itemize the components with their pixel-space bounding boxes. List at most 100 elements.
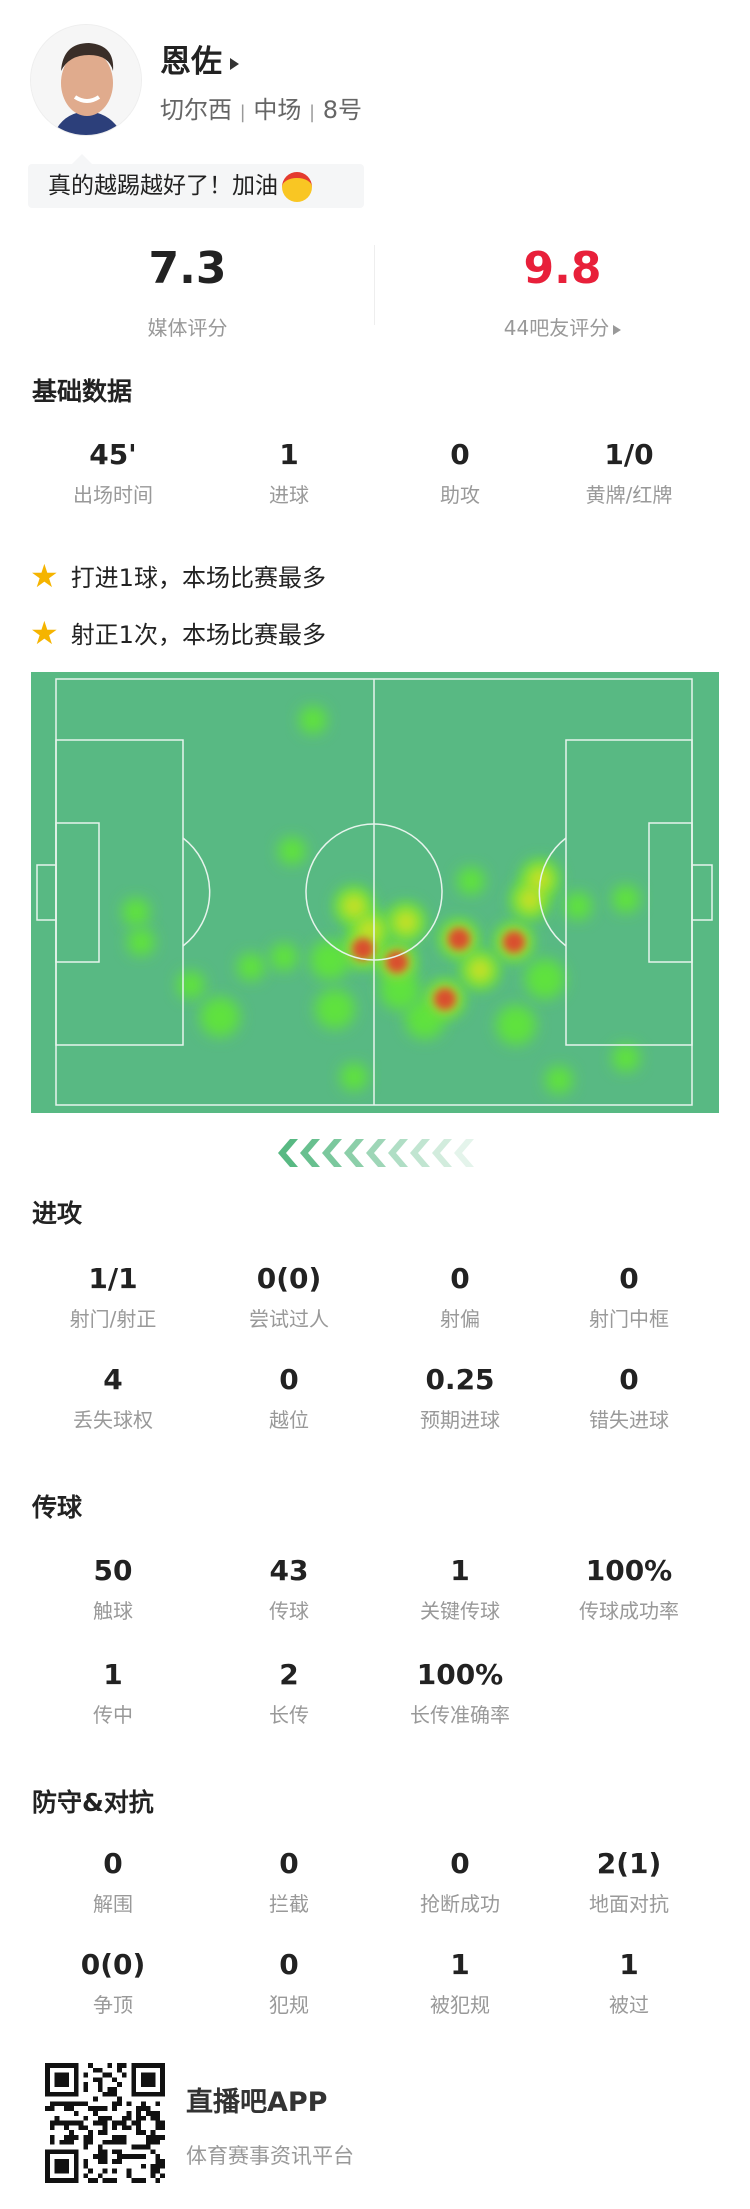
- player-name-link[interactable]: 恩佐: [160, 36, 239, 81]
- stat-label: 助攻: [440, 483, 480, 507]
- heatmap: [36, 678, 713, 1106]
- stat-value: 4: [103, 1363, 123, 1396]
- stat-label: 地面对抗: [589, 1892, 669, 1916]
- stat-item: 43 传球: [199, 1555, 379, 1624]
- heat-spot: [278, 837, 306, 865]
- stat-label: 传球: [269, 1599, 309, 1623]
- chevron-left-icon: [322, 1139, 342, 1167]
- stat-value: 0: [103, 1847, 123, 1880]
- star-icon: ★: [30, 556, 59, 595]
- chevron-left-icon: [300, 1139, 320, 1167]
- divider: [374, 245, 375, 325]
- heat-spot: [357, 917, 383, 943]
- heat-spot: [270, 943, 298, 971]
- stat-label: 被犯规: [430, 1993, 490, 2017]
- stat-label: 关键传球: [420, 1599, 500, 1623]
- stat-label: 争顶: [93, 1993, 133, 2017]
- stat-label: 尝试过人: [249, 1307, 329, 1331]
- heat-spot: [299, 706, 327, 734]
- stat-value: 1: [450, 1948, 470, 1981]
- stat-value: 0.25: [425, 1363, 495, 1396]
- player-photo: [31, 25, 141, 135]
- fan-rating-label: 44吧友评分: [503, 316, 610, 340]
- heat-spot: [517, 887, 543, 913]
- stat-label: 射偏: [440, 1307, 480, 1331]
- chevron-left-icon: [344, 1139, 364, 1167]
- stat-label: 进球: [269, 483, 309, 507]
- star-icon: ★: [30, 613, 59, 652]
- stat-value: 0(0): [256, 1262, 322, 1295]
- stat-item: 0 拦截: [199, 1848, 379, 1917]
- media-rating-label: 媒体评分: [147, 316, 228, 340]
- stat-value: 2(1): [596, 1847, 662, 1880]
- stat-value: 100%: [416, 1658, 504, 1691]
- stat-item: 0(0) 尝试过人: [199, 1263, 379, 1332]
- media-rating-value: 7.3: [148, 243, 227, 294]
- heat-spot: [457, 867, 485, 895]
- stat-item: 0 解围: [23, 1848, 203, 1917]
- fan-rating[interactable]: 9.8 44吧友评分: [375, 244, 750, 341]
- section-title-passing: 传球: [32, 1493, 83, 1522]
- heat-spot: [434, 988, 456, 1010]
- caret-right-icon: [613, 324, 622, 335]
- player-avatar[interactable]: [30, 24, 142, 136]
- chevron-left-icon: [410, 1139, 430, 1167]
- stat-item: 2 长传: [199, 1659, 379, 1728]
- app-name: 直播吧APP: [186, 2087, 328, 2118]
- stat-label: 传中: [93, 1703, 133, 1727]
- stat-value: 0: [450, 438, 470, 471]
- heat-spot: [545, 1066, 573, 1094]
- team-name: 切尔西: [160, 96, 232, 124]
- stat-value: 1: [279, 438, 299, 471]
- stat-label: 越位: [269, 1408, 309, 1432]
- comment-text: 真的越踢越好了！加油: [48, 173, 278, 199]
- stat-label: 犯规: [269, 1993, 309, 2017]
- player-meta: 切尔西 | 中场 | 8号: [160, 90, 362, 125]
- stat-label: 预期进球: [420, 1408, 500, 1432]
- stat-label: 触球: [93, 1599, 133, 1623]
- stat-value: 1: [450, 1554, 470, 1587]
- stat-label: 抢断成功: [420, 1892, 500, 1916]
- stat-item: 0 错失进球: [539, 1364, 719, 1433]
- stat-value: 1: [103, 1658, 123, 1691]
- chevron-left-icon: [388, 1139, 408, 1167]
- stat-label: 长传: [269, 1703, 309, 1727]
- stat-item: 50 触球: [23, 1555, 203, 1624]
- stat-item: 0 抢断成功: [370, 1848, 550, 1917]
- pitch-lines: [36, 678, 713, 1106]
- stat-value: 0: [619, 1262, 639, 1295]
- stat-item: 0 助攻: [370, 439, 550, 508]
- heat-spot: [612, 885, 640, 913]
- stat-item: 1/0 黄牌/红牌: [539, 439, 719, 508]
- heat-spot: [448, 928, 470, 950]
- stat-item: 0.25 预期进球: [370, 1364, 550, 1433]
- stat-value: 43: [269, 1554, 309, 1587]
- stat-item: 1 被犯规: [370, 1949, 550, 2018]
- heat-spot: [122, 898, 150, 926]
- heat-spot: [340, 1063, 368, 1091]
- stat-item: 0 射门中框: [539, 1263, 719, 1332]
- stat-item: 1 关键传球: [370, 1555, 550, 1624]
- stat-item: 4 丢失球权: [23, 1364, 203, 1433]
- chevron-left-icon: [432, 1139, 452, 1167]
- heat-spot: [341, 893, 367, 919]
- stat-label: 射门中框: [589, 1307, 669, 1331]
- qr-code[interactable]: [45, 2063, 165, 2183]
- heat-spot: [467, 957, 493, 983]
- heat-spot: [405, 999, 445, 1039]
- comment-bubble[interactable]: 真的越踢越好了！加油: [28, 154, 364, 208]
- heat-spot: [352, 938, 374, 960]
- separator: |: [309, 102, 316, 123]
- chevron-left-icon: [454, 1139, 474, 1167]
- direction-arrows: [278, 1139, 474, 1167]
- stat-label: 黄牌/红牌: [585, 483, 673, 507]
- stat-value: 50: [93, 1554, 133, 1587]
- stat-value: 0: [279, 1847, 299, 1880]
- section-title-basic: 基础数据: [32, 377, 133, 406]
- highlight-item: ★ 射正1次，本场比赛最多: [30, 615, 326, 650]
- stat-item: 0 犯规: [199, 1949, 379, 2018]
- section-title-defense: 防守&对抗: [32, 1788, 154, 1817]
- stat-label: 传球成功率: [579, 1599, 679, 1623]
- app-slogan: 体育赛事资讯平台: [186, 2144, 354, 2168]
- stat-item: 1 进球: [199, 439, 379, 508]
